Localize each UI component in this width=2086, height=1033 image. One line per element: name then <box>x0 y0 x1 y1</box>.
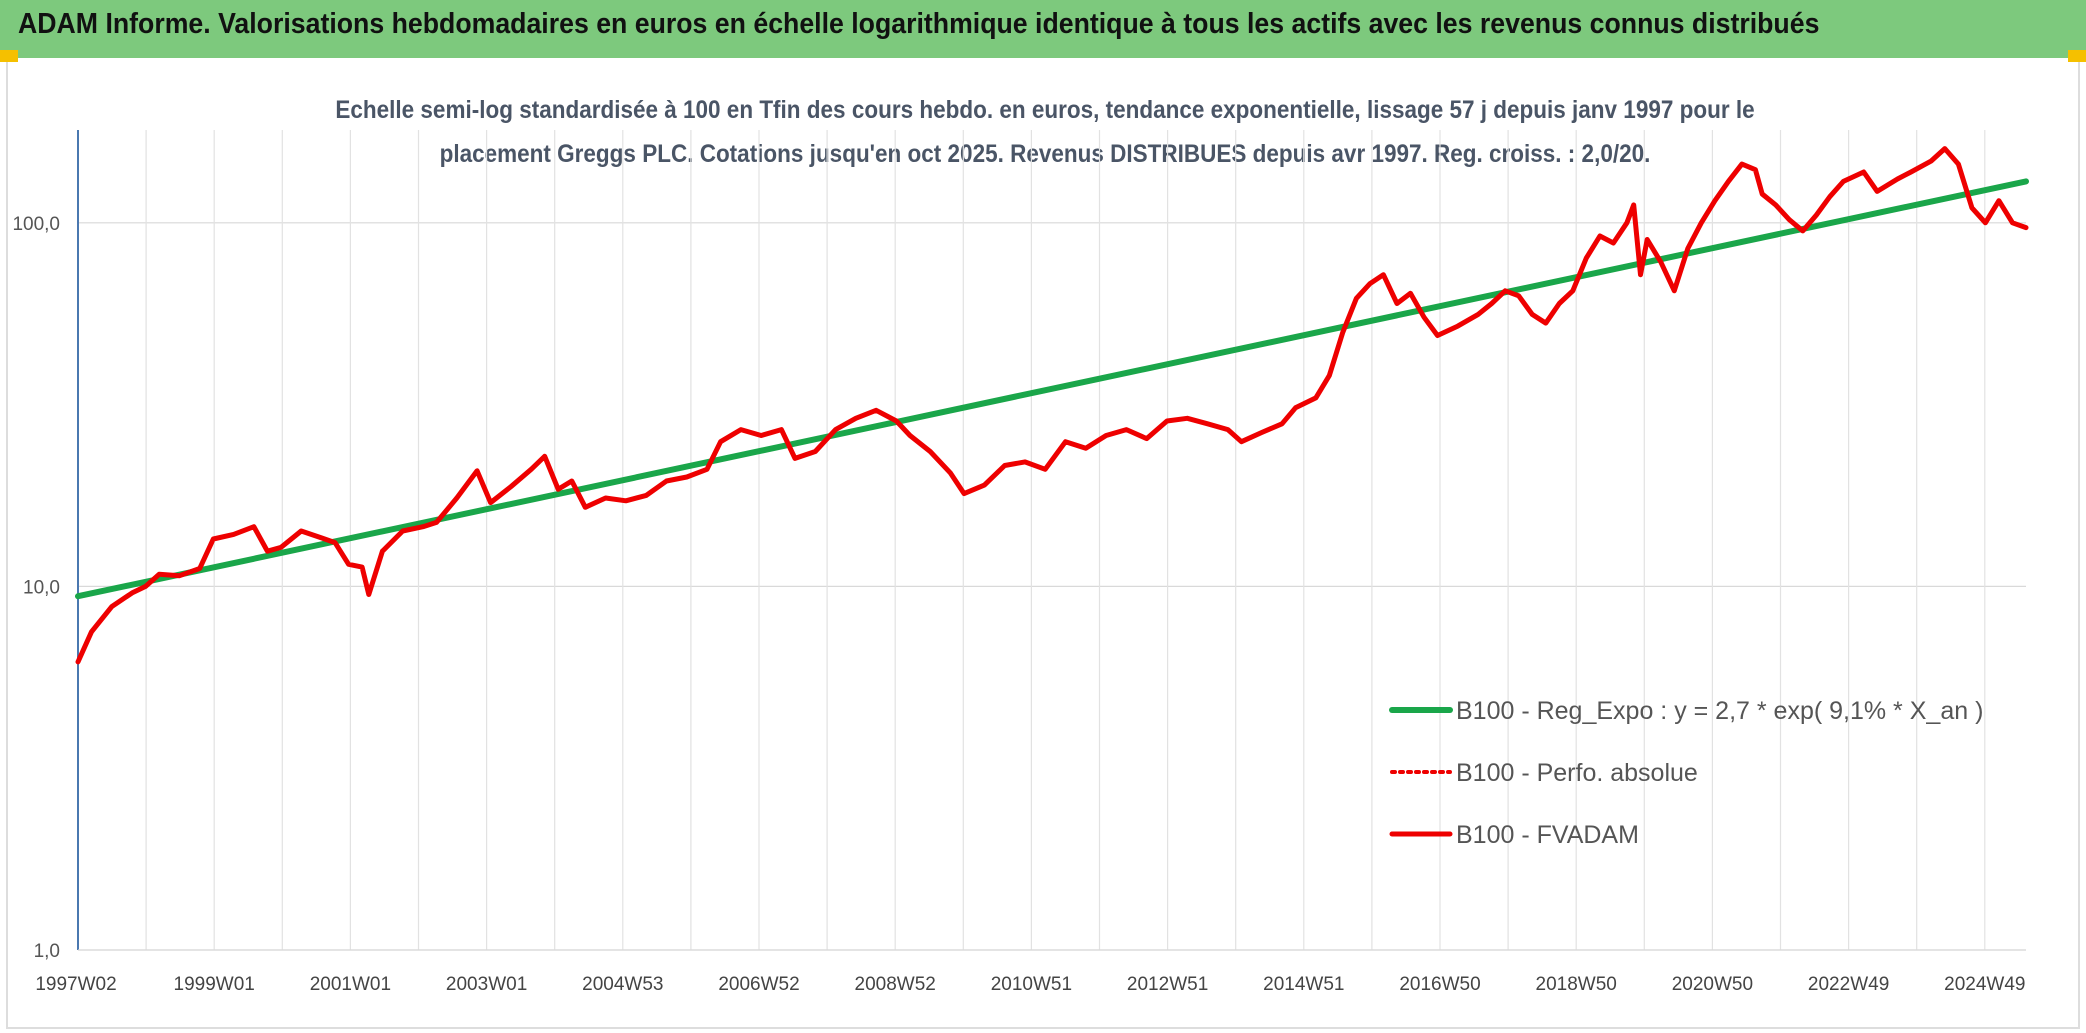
x-tick-label: 2001W01 <box>310 974 391 995</box>
x-tick-label: 2016W50 <box>1399 974 1480 995</box>
x-tick-label: 1997W02 <box>35 974 116 995</box>
x-tick-label: 1999W01 <box>174 974 255 995</box>
series-layer <box>75 146 2029 665</box>
x-tick-label: 2022W49 <box>1808 974 1889 995</box>
x-tick-label: 2018W50 <box>1536 974 1617 995</box>
x-tick-label: 2008W52 <box>855 974 936 995</box>
x-tick-label: 2010W51 <box>991 974 1072 995</box>
y-tick-label: 10,0 <box>23 577 60 598</box>
frame-left-border <box>6 62 8 1028</box>
legend-label: B100 - Perfo. absolue <box>1456 759 1698 787</box>
x-tick-label: 2024W49 <box>1944 974 2025 995</box>
corner-marker-left <box>0 50 18 62</box>
corner-marker-right <box>2068 50 2086 62</box>
frame-right-border <box>2078 62 2080 1028</box>
report-title: ADAM Informe. Valorisations hebdomadaire… <box>18 8 1820 40</box>
series-line <box>75 146 2029 665</box>
legend-label: B100 - FVADAM <box>1456 821 1639 849</box>
grid-layer <box>77 130 2026 951</box>
chart-subtitle: Echelle semi-log standardisée à 100 en T… <box>335 96 1755 168</box>
x-tick-label: 2020W50 <box>1672 974 1753 995</box>
legend-label: B100 - Reg_Expo : y = 2,7 * exp( 9,1% * … <box>1456 697 1983 725</box>
x-tick-label: 2014W51 <box>1263 974 1344 995</box>
report-header: ADAM Informe. Valorisations hebdomadaire… <box>0 0 2086 58</box>
axis-layer: 1,0 10,0 100,0 1997W02 1999W01 2001W01 2003W01… <box>12 130 2026 995</box>
x-tick-label: 2003W01 <box>446 974 527 995</box>
y-tick-label: 100,0 <box>12 214 60 235</box>
legend: B100 - Reg_Expo : y = 2,7 * exp( 9,1% * … <box>1389 697 1983 849</box>
series-line <box>75 178 2029 600</box>
x-tick-label: 2012W51 <box>1127 974 1208 995</box>
y-tick-label: 1,0 <box>34 941 60 962</box>
x-tick-label: 2006W52 <box>718 974 799 995</box>
x-tick-label: 2004W53 <box>582 974 663 995</box>
frame-bottom-border <box>6 1027 2080 1029</box>
